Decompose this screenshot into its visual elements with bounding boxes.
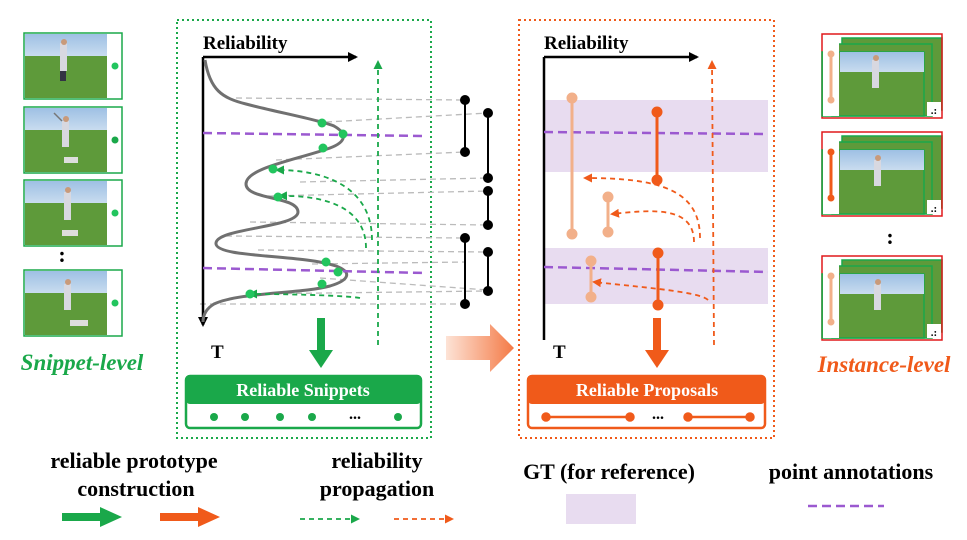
legend-propagation-line1: reliability <box>331 448 422 473</box>
proposal-point-annotation-2 <box>543 265 769 274</box>
instance-stack-3: .: <box>821 255 943 341</box>
snippet-groupings <box>460 95 493 309</box>
legend-prototype-line2: construction <box>77 476 194 501</box>
snippet-propagation-arrows <box>248 60 383 345</box>
reliable-proposals-ellipsis: ... <box>652 406 664 423</box>
snippet-frame-2 <box>23 106 123 174</box>
instance-thumbnails: .: .: : .: <box>817 33 951 377</box>
instance-stack-1: .: <box>821 33 943 119</box>
snippet-x-axis-label: Reliability <box>203 33 288 54</box>
legend-point-label: point annotations <box>769 459 934 484</box>
proposal-panel: Reliability T <box>518 19 775 439</box>
snippet-point-annotation-2 <box>202 266 426 275</box>
proposal-x-axis-label: Reliability <box>544 33 629 54</box>
snippet-frame-4 <box>23 269 123 337</box>
snippet-thumbnails: : Snippet-level <box>21 32 144 375</box>
proposal-segments <box>566 92 664 311</box>
snippet-prototype-arrow <box>309 318 333 368</box>
proposal-propagation-arrows <box>583 60 717 346</box>
reliable-proposals-box: Reliable Proposals ... <box>526 374 767 430</box>
reliable-snippets-title: Reliable Snippets <box>236 380 370 400</box>
proposal-prototype-arrow <box>645 318 669 368</box>
reliable-snippets-box: Reliable Snippets ... <box>184 374 423 430</box>
snippet-point-annotation-1 <box>202 131 426 138</box>
legend-propagation-line2: propagation <box>320 476 435 501</box>
legend-gt-swatch <box>566 494 636 524</box>
snippet-ellipsis: : <box>58 242 65 267</box>
svg-text:.:: .: <box>931 327 937 339</box>
reliable-proposals-title: Reliable Proposals <box>576 380 718 400</box>
instance-level-label: Instance-level <box>817 352 951 377</box>
snippet-frame-3 <box>23 179 123 247</box>
snippet-panel-border <box>176 19 432 439</box>
legend-prototype-line1: reliable prototype <box>50 448 217 473</box>
snippet-panel: Reliability T <box>176 19 489 439</box>
snippet-y-axis-label: T <box>211 342 224 363</box>
snippet-frame-1 <box>23 32 123 100</box>
snippet-connector-lines <box>200 97 489 305</box>
svg-text:.:: .: <box>931 203 937 215</box>
instance-stack-2: .: <box>821 131 943 217</box>
snippet-reliable-points <box>245 118 348 299</box>
legend: reliable prototype construction reliabil… <box>50 448 934 527</box>
snippet-level-label: Snippet-level <box>21 350 144 375</box>
flow-arrow <box>446 324 514 372</box>
instance-ellipsis: : <box>886 224 893 249</box>
svg-text:.:: .: <box>931 105 937 117</box>
legend-gt-label: GT (for reference) <box>523 459 695 484</box>
proposal-y-axis-label: T <box>553 342 566 363</box>
proposal-panel-border <box>518 19 775 439</box>
legend-green-thick-arrow <box>62 507 122 527</box>
reliable-snippets-ellipsis: ... <box>349 406 361 423</box>
legend-orange-thick-arrow <box>160 507 220 527</box>
